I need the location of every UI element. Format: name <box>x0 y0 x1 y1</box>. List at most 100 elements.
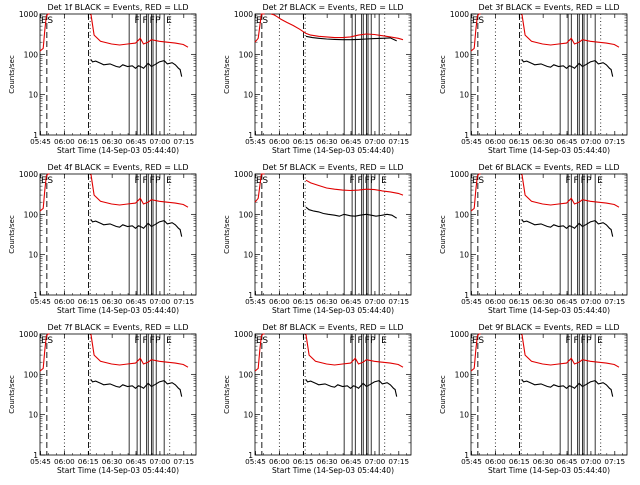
marker-letter: E <box>41 336 47 346</box>
marker-letter-top: F <box>135 16 140 26</box>
y-tick-label: 10 <box>243 411 253 420</box>
x-tick-label: 07:15 <box>388 297 409 306</box>
marker-letter: S <box>478 16 484 26</box>
events-series-line <box>90 59 183 77</box>
chart-title: Det 9f BLACK = Events, RED = LLD <box>478 323 619 332</box>
marker-letter: E <box>472 336 478 346</box>
x-tick-label: 05:45 <box>30 297 51 306</box>
x-tick-label: 05:45 <box>30 137 51 146</box>
lld-series-line <box>39 13 50 52</box>
lld-series-line <box>305 333 404 368</box>
marker-letter: E <box>41 176 47 186</box>
lld-series-line <box>470 13 481 52</box>
marker-letter-top: P <box>155 16 161 26</box>
y-tick-label: 1 <box>248 451 253 460</box>
marker-letter-top: F <box>142 176 147 186</box>
x-tick-label: 05:45 <box>461 137 482 146</box>
y-tick-label: 100 <box>24 50 39 59</box>
y-tick-label: 1000 <box>234 170 253 179</box>
y-tick-label: 1 <box>248 131 253 140</box>
x-tick-label: 06:45 <box>126 297 147 306</box>
x-tick-label: 07:00 <box>581 137 602 146</box>
lld-series-line <box>90 333 189 368</box>
x-tick-label: 06:00 <box>269 457 290 466</box>
y-tick-label: 10 <box>28 91 38 100</box>
x-tick-label: 06:30 <box>533 297 554 306</box>
marker-letter: E <box>256 16 262 26</box>
lld-series-line <box>254 173 265 203</box>
marker-letter-top: P <box>370 336 376 346</box>
events-series-line <box>90 379 183 397</box>
plot-frame <box>39 13 197 136</box>
marker-letter-top: F <box>135 336 140 346</box>
x-tick-label: 06:00 <box>54 457 75 466</box>
y-tick-label: 1 <box>33 451 38 460</box>
y-tick-label: 1000 <box>19 330 38 339</box>
y-tick-label: 1000 <box>450 10 469 19</box>
x-tick-label: 07:15 <box>173 297 194 306</box>
lld-series-line <box>305 179 404 196</box>
x-axis-label: Start Time (14-Sep-03 05:44:40) <box>272 306 394 315</box>
x-tick-label: 07:00 <box>150 137 171 146</box>
x-tick-label: 07:15 <box>604 137 625 146</box>
y-tick-label: 100 <box>239 210 254 219</box>
x-tick-label: 05:45 <box>245 297 266 306</box>
x-tick-label: 06:30 <box>317 457 338 466</box>
x-tick-label: 06:15 <box>509 457 530 466</box>
chart-panel: Det 3f BLACK = Events, RED = LLD 1 10 100 10… <box>439 3 628 155</box>
lld-series-line <box>39 173 50 212</box>
y-tick-label: 1000 <box>19 10 38 19</box>
x-tick-label: 07:00 <box>581 297 602 306</box>
x-tick-label: 06:30 <box>102 457 123 466</box>
marker-letter-top: F <box>357 176 362 186</box>
y-tick-label: 100 <box>455 370 470 379</box>
marker-letter-top: F <box>581 176 586 186</box>
y-tick-label: 10 <box>243 91 253 100</box>
lld-series-line <box>470 333 481 372</box>
x-tick-label: 06:15 <box>78 297 99 306</box>
y-axis-label: Counts/sec <box>8 375 16 414</box>
chart-panel: Det 5f BLACK = Events, RED = LLD 1 10 100 10… <box>223 163 412 315</box>
lld-series-line <box>270 13 404 41</box>
marker-letter-top: F <box>150 16 155 26</box>
y-tick-label: 1000 <box>234 10 253 19</box>
x-tick-label: 05:45 <box>245 137 266 146</box>
marker-letter: E <box>256 336 262 346</box>
x-tick-label: 06:00 <box>54 297 75 306</box>
x-tick-label: 07:00 <box>365 297 386 306</box>
x-tick-label: 06:45 <box>557 457 578 466</box>
plot-frame <box>254 13 412 136</box>
x-tick-label: 06:30 <box>533 457 554 466</box>
marker-letter: S <box>478 176 484 186</box>
marker-letter-top: F <box>150 336 155 346</box>
marker-letter-top: F <box>573 336 578 346</box>
x-tick-label: 06:45 <box>341 137 362 146</box>
y-tick-label: 100 <box>239 370 254 379</box>
marker-letter-top: F <box>365 336 370 346</box>
y-tick-label: 100 <box>239 50 254 59</box>
y-tick-label: 1 <box>33 131 38 140</box>
x-tick-label: 05:45 <box>461 297 482 306</box>
plot-frame <box>39 333 197 456</box>
x-tick-label: 06:45 <box>126 457 147 466</box>
marker-letter: S <box>262 336 268 346</box>
x-tick-label: 06:15 <box>78 457 99 466</box>
marker-letter-top: P <box>155 176 161 186</box>
y-axis-label: Counts/sec <box>223 215 231 254</box>
x-axis-label: Start Time (14-Sep-03 05:44:40) <box>272 146 394 155</box>
marker-letter-top: F <box>365 176 370 186</box>
x-tick-label: 06:00 <box>485 137 506 146</box>
marker-letter-top: F <box>357 336 362 346</box>
x-tick-label: 06:00 <box>485 457 506 466</box>
chart-panel: Det 8f BLACK = Events, RED = LLD 1 10 100 10… <box>223 323 412 475</box>
x-tick-label: 05:45 <box>30 457 51 466</box>
x-axis-label: Start Time (14-Sep-03 05:44:40) <box>488 146 610 155</box>
marker-letter-top: F <box>142 336 147 346</box>
chart-title: Det 7f BLACK = Events, RED = LLD <box>47 323 188 332</box>
y-axis-label: Counts/sec <box>223 55 231 94</box>
marker-letter-top: E <box>166 336 172 346</box>
y-tick-label: 1000 <box>19 170 38 179</box>
events-series-line <box>305 206 397 219</box>
marker-letter: S <box>47 176 53 186</box>
marker-letter-top: E <box>381 336 387 346</box>
